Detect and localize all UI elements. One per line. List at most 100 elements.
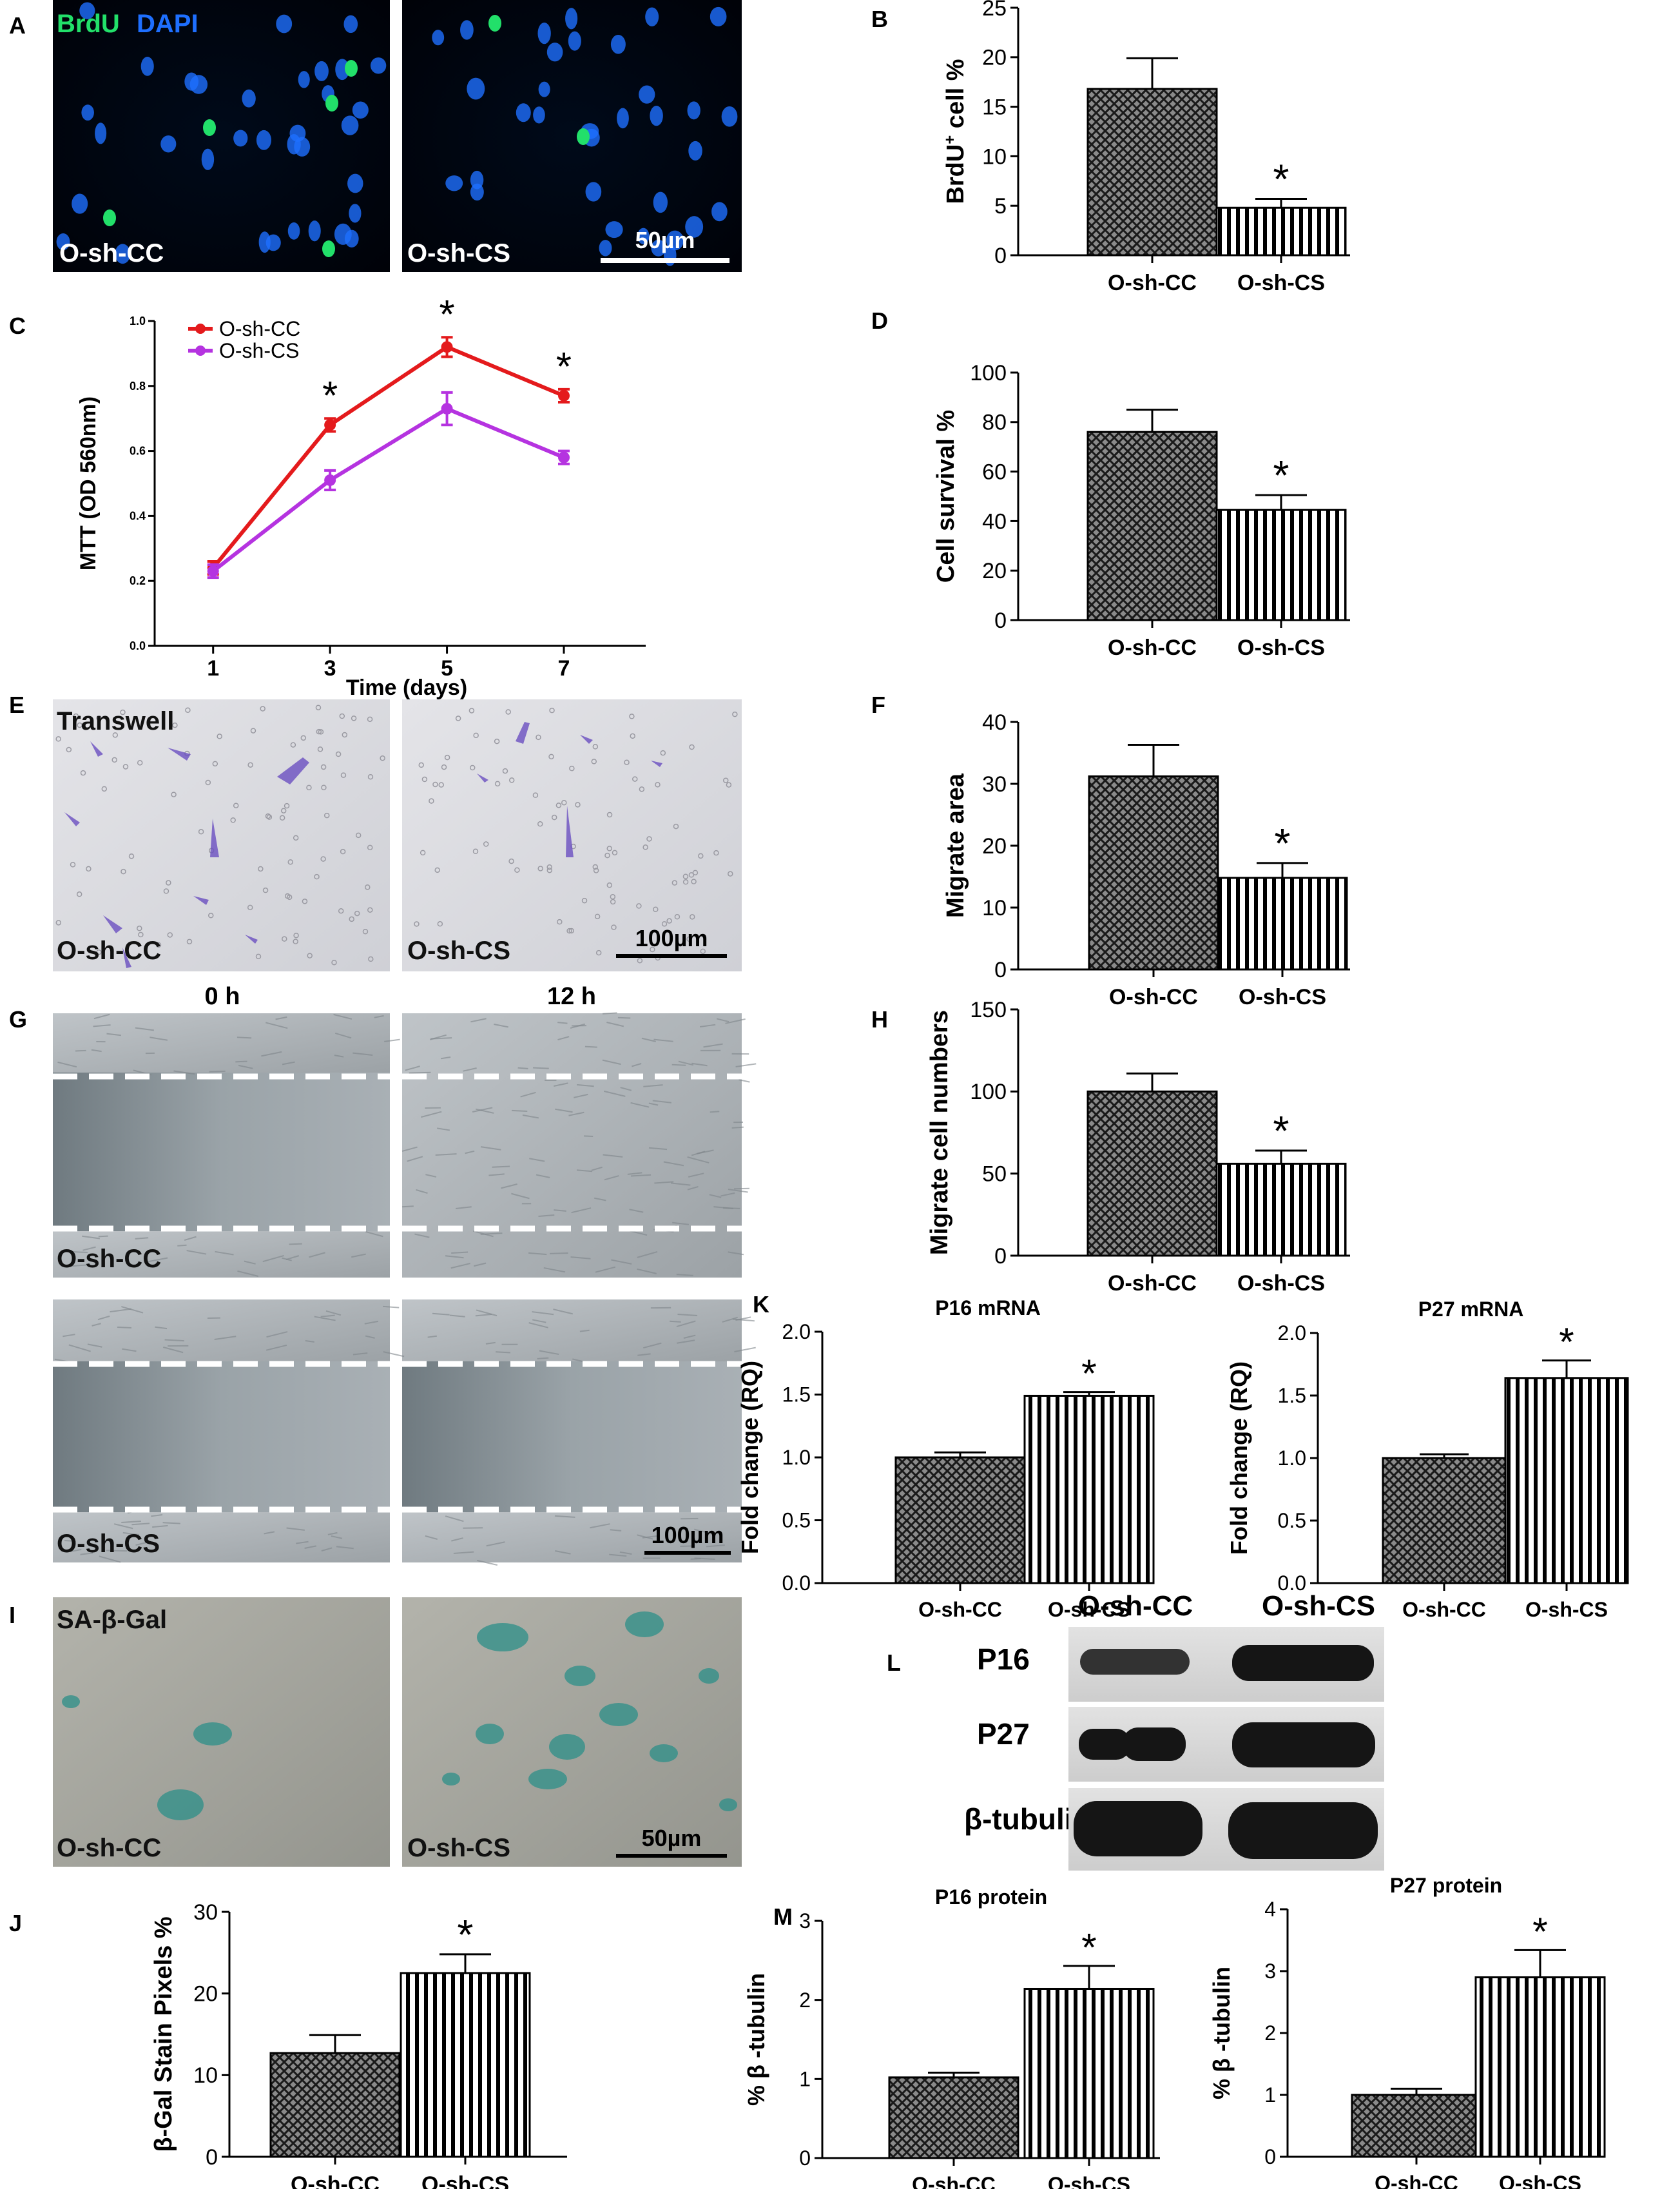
dapi-nucleus <box>651 239 666 257</box>
x-tick-label: O-sh-CC <box>912 2173 996 2189</box>
cell-streak <box>734 1347 756 1353</box>
cell-streak <box>610 1529 622 1532</box>
cell-streak <box>331 1535 343 1539</box>
pore <box>713 850 719 856</box>
cell-streak <box>604 1175 619 1181</box>
y-tick-label: 150 <box>970 998 1007 1022</box>
micrograph-scratch-wound: 0 h 12 h O-sh-CC O-sh-CS 100µm <box>53 983 757 1566</box>
cell-streak <box>557 1022 568 1024</box>
y-tick-label: 1 <box>799 2068 811 2091</box>
cell-streak <box>641 1037 656 1042</box>
dapi-nucleus <box>610 35 626 54</box>
cell-streak <box>405 1065 420 1071</box>
legend-marker <box>195 345 206 356</box>
pore <box>630 733 635 739</box>
x-tick-label: 7 <box>558 656 570 681</box>
cell-streak <box>334 1032 352 1039</box>
panel-letter-g: G <box>9 1006 27 1033</box>
y-tick-label: 0 <box>206 2145 218 2170</box>
cell-streak <box>186 1250 207 1255</box>
pore <box>700 948 706 955</box>
cell-streak <box>676 1274 693 1276</box>
legend-marker <box>195 324 206 334</box>
pore <box>317 746 323 752</box>
dapi-nucleus <box>537 23 551 44</box>
cell-streak <box>440 1056 451 1060</box>
y-tick-label: 30 <box>982 772 1007 797</box>
pore <box>155 942 162 948</box>
cell-streak <box>374 1015 384 1018</box>
cell-streak <box>282 1061 295 1065</box>
pore <box>266 814 273 820</box>
cell-streak <box>152 1524 168 1528</box>
cell-streak <box>87 1343 102 1348</box>
pore <box>331 959 337 966</box>
pore <box>247 904 253 911</box>
x-tick-label: O-sh-CS <box>1237 1271 1325 1296</box>
cell-streak <box>687 1156 710 1163</box>
micrograph-brdu-dapi: BrdU DAPI O-sh-CC O-sh-CS 50µm <box>53 0 742 272</box>
y-tick-label: 0 <box>994 958 1007 982</box>
cell-streak <box>716 1018 729 1023</box>
pore <box>137 760 143 766</box>
pore <box>723 777 729 783</box>
y-tick-label: 3 <box>799 1909 811 1932</box>
micrograph-transwell: Transwell O-sh-CC O-sh-CS 100µm <box>53 699 742 971</box>
scale-bar-e-label: 100µm <box>635 925 708 951</box>
y-tick-label: 1.5 <box>1278 1384 1306 1407</box>
pore <box>284 803 290 809</box>
pore <box>121 868 126 875</box>
pore <box>205 779 211 786</box>
cell-streak <box>327 1532 338 1535</box>
brdu-positive-nucleus <box>345 60 358 77</box>
cell-streak <box>121 1306 144 1314</box>
brdu-positive-nucleus <box>103 209 116 226</box>
chart-b: 0 5 10 15 20 25 O-sh-CC O-sh-CS * BrdU+ cell % <box>941 0 1350 295</box>
pore <box>367 773 374 780</box>
panel-letter-i: I <box>9 1602 15 1628</box>
cell-streak <box>602 1059 621 1065</box>
cell-streak <box>688 1172 704 1178</box>
pore <box>575 802 581 808</box>
pore <box>611 924 617 930</box>
dapi-nucleus <box>639 85 655 104</box>
scale-bar-g-label: 100µm <box>652 1522 724 1548</box>
cell-streak <box>492 1165 510 1168</box>
y-tick-label: 0.4 <box>130 509 146 522</box>
pore <box>561 799 567 806</box>
pore <box>96 715 102 721</box>
pore <box>514 867 520 873</box>
dapi-nucleus <box>533 106 545 124</box>
cell-streak <box>264 1531 275 1535</box>
cell-streak <box>529 1158 545 1162</box>
cell-streak <box>728 1189 748 1193</box>
scratch-col-0h: 0 h <box>205 983 240 1010</box>
y-tick-label: 4 <box>1264 1898 1276 1921</box>
cell-streak <box>305 1339 314 1343</box>
pore <box>483 841 489 847</box>
pore <box>112 732 119 738</box>
scratch-top-label: O-sh-CC <box>57 1245 161 1273</box>
dapi-nucleus <box>460 20 474 40</box>
cell-texture <box>54 1012 757 1566</box>
cell-streak <box>532 1319 546 1323</box>
pore <box>494 738 500 744</box>
pore <box>342 732 348 738</box>
cell-streak <box>652 1100 671 1104</box>
pore <box>247 762 253 768</box>
cell-streak <box>554 1515 575 1518</box>
cell-streak <box>671 1182 691 1186</box>
cell-streak <box>470 1018 487 1023</box>
pore <box>551 814 557 821</box>
y-tick-label: 50 <box>982 1162 1007 1187</box>
y-tick-label: 2.0 <box>1278 1321 1306 1345</box>
pore <box>284 893 291 899</box>
y-axis-label: Migrate area <box>942 773 969 918</box>
cell-streak <box>472 1107 493 1113</box>
band-p27-cc <box>1079 1729 1130 1760</box>
cell-streak <box>676 1320 696 1327</box>
dapi-nucleus <box>347 173 363 193</box>
panel-letter-b: B <box>871 6 888 32</box>
pore <box>469 764 476 771</box>
wound-edge-dashes <box>53 1073 742 1513</box>
